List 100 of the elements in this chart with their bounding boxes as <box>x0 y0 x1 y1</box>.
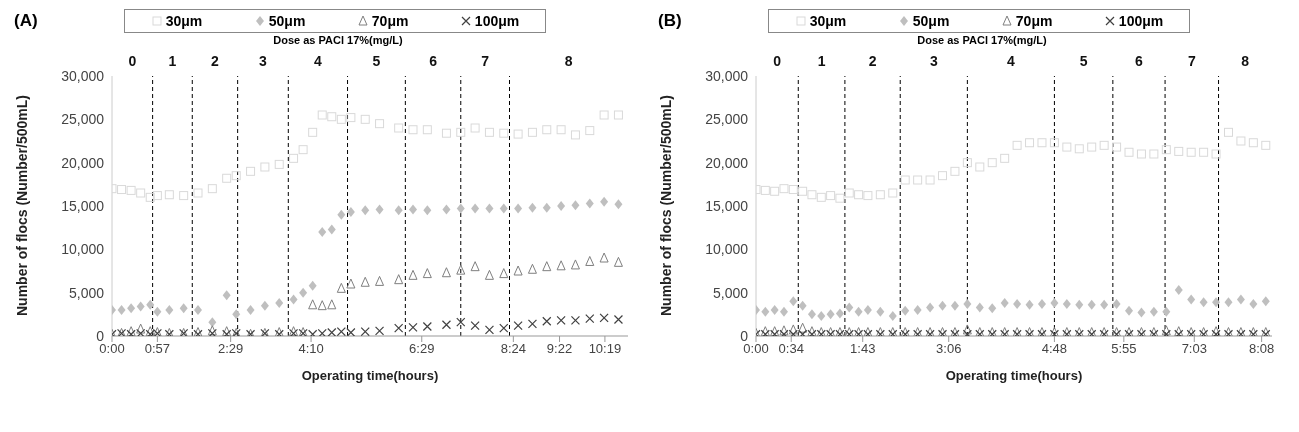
point <box>913 305 922 315</box>
point <box>1087 299 1096 310</box>
text: 7 <box>1187 53 1196 69</box>
point <box>1037 138 1047 148</box>
point <box>327 299 337 310</box>
point <box>1049 138 1059 148</box>
point <box>441 128 451 138</box>
point <box>222 290 231 301</box>
y-tick-label: 15,000 <box>61 197 105 214</box>
point <box>1112 298 1121 309</box>
point <box>275 298 284 309</box>
point <box>613 256 623 267</box>
text: 0 <box>128 53 137 69</box>
point <box>542 316 552 326</box>
point <box>146 299 155 310</box>
x-tick-label: 4:48 <box>1041 341 1068 357</box>
point <box>499 203 508 214</box>
y-tick-label: 15,000 <box>705 197 749 214</box>
point <box>327 224 336 235</box>
point <box>1149 306 1158 317</box>
point <box>117 305 126 315</box>
point <box>1186 147 1196 157</box>
point <box>456 127 466 137</box>
point <box>1261 140 1271 150</box>
point <box>394 323 404 333</box>
point <box>1187 294 1196 305</box>
point <box>394 205 403 216</box>
point <box>938 300 947 311</box>
point <box>179 191 189 201</box>
point <box>585 314 595 324</box>
point <box>470 321 480 331</box>
point <box>1087 142 1097 152</box>
point <box>484 269 494 280</box>
point <box>1211 149 1221 159</box>
point <box>854 190 864 200</box>
y-tick-label: 30,000 <box>705 67 749 84</box>
point <box>570 315 581 325</box>
point <box>360 276 370 287</box>
point <box>1125 305 1134 316</box>
point <box>876 306 885 317</box>
point <box>318 227 327 237</box>
point <box>585 255 595 266</box>
point <box>1062 298 1071 309</box>
point <box>231 171 241 181</box>
text: 8 <box>564 53 573 69</box>
point <box>760 185 770 195</box>
point <box>963 298 972 309</box>
point <box>346 113 356 123</box>
point <box>613 110 623 120</box>
point <box>542 125 552 135</box>
text: 5 <box>372 53 381 69</box>
point <box>988 303 997 314</box>
y-axis-title: Number of flocs (Number/500mL) <box>13 95 30 316</box>
point <box>179 303 188 314</box>
x-tick-label: 8:24 <box>500 341 526 357</box>
point <box>423 205 432 216</box>
point <box>408 322 418 332</box>
point <box>232 309 241 320</box>
x-tick-label: 7:03 <box>1181 341 1207 357</box>
point <box>901 305 910 316</box>
x-axis-title: Operating time(hours) <box>945 368 1083 383</box>
legend-label: 100μm <box>473 13 520 29</box>
x-tick-label: 8:08 <box>1248 341 1275 357</box>
point <box>317 300 327 311</box>
point <box>1199 297 1208 308</box>
point <box>136 188 146 198</box>
point <box>835 308 844 319</box>
x-tick-label: 4:10 <box>298 341 324 357</box>
point <box>360 114 370 124</box>
point <box>779 306 788 317</box>
text: 7 <box>481 53 490 69</box>
point <box>317 110 327 120</box>
legend-label: 70μm <box>1014 13 1053 29</box>
point <box>308 299 318 310</box>
point <box>274 159 284 169</box>
point <box>770 305 779 315</box>
point <box>571 200 580 211</box>
point <box>208 317 217 328</box>
text: 2 <box>211 53 220 69</box>
point <box>614 199 623 210</box>
chart-title: (A) <box>13 11 39 31</box>
point <box>1174 285 1183 296</box>
point <box>207 184 217 194</box>
point <box>570 130 580 140</box>
point <box>1174 146 1184 156</box>
point <box>346 278 356 289</box>
point <box>845 302 854 313</box>
point <box>987 158 997 168</box>
point <box>336 114 346 124</box>
y-tick-label: 20,000 <box>61 154 105 171</box>
chart-subtitle: Dose as PACl 17%(mg/L) <box>272 34 404 48</box>
point <box>1249 298 1258 309</box>
point <box>470 261 480 272</box>
point <box>798 300 807 311</box>
point <box>816 192 826 202</box>
point <box>556 125 566 135</box>
point <box>422 321 432 332</box>
point <box>975 162 985 172</box>
point <box>1223 127 1233 137</box>
text: 4 <box>314 53 323 69</box>
